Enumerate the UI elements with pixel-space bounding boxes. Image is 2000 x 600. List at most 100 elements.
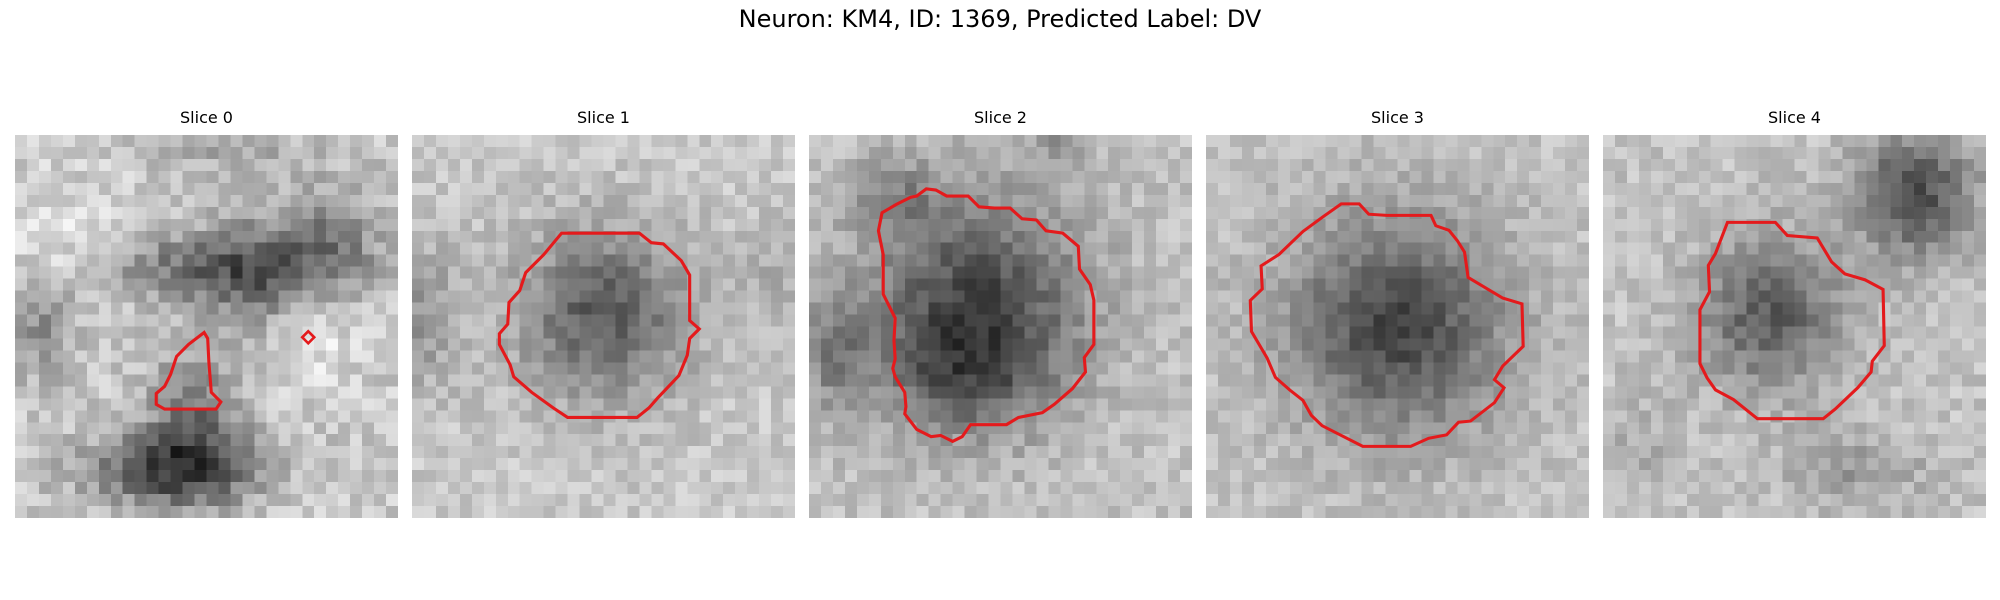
image-pixel	[519, 302, 532, 315]
image-pixel	[699, 386, 712, 399]
image-pixel	[675, 242, 688, 255]
image-pixel	[699, 314, 712, 327]
image-pixel	[1746, 278, 1759, 291]
image-pixel	[1722, 254, 1735, 267]
image-pixel	[820, 362, 834, 375]
image-pixel	[495, 182, 508, 196]
image-pixel	[1914, 206, 1927, 220]
image-pixel	[735, 135, 748, 148]
image-pixel	[1060, 290, 1073, 303]
image-pixel	[1132, 135, 1145, 148]
image-pixel	[386, 326, 398, 339]
image-pixel	[1782, 170, 1795, 184]
image-pixel	[386, 338, 398, 351]
image-pixel	[1156, 482, 1169, 495]
image-pixel	[1253, 242, 1267, 255]
image-pixel	[1108, 194, 1121, 208]
image-pixel	[1012, 338, 1025, 351]
image-pixel	[50, 290, 64, 303]
image-pixel	[1385, 398, 1398, 411]
image-pixel	[988, 362, 1001, 375]
image-pixel	[290, 278, 303, 291]
image-pixel	[1553, 170, 1566, 184]
image-pixel	[290, 434, 303, 447]
image-pixel	[278, 458, 291, 471]
image-pixel	[374, 230, 387, 243]
image-pixel	[134, 482, 147, 495]
slice-image-1	[412, 135, 795, 518]
image-pixel	[1770, 158, 1783, 172]
image-pixel	[1650, 338, 1664, 351]
image-pixel	[735, 218, 748, 231]
image-pixel	[1638, 434, 1652, 447]
image-pixel	[1710, 266, 1723, 279]
image-pixel	[218, 135, 231, 148]
image-pixel	[1902, 146, 1915, 160]
image-pixel	[134, 470, 147, 483]
image-pixel	[1926, 218, 1939, 231]
image-pixel	[1890, 242, 1903, 255]
image-pixel	[856, 218, 870, 231]
image-pixel	[603, 218, 616, 231]
image-pixel	[567, 218, 580, 231]
image-pixel	[122, 242, 135, 255]
image-pixel	[771, 338, 784, 351]
image-pixel	[1710, 362, 1723, 375]
image-pixel	[735, 470, 748, 483]
image-pixel	[1854, 398, 1867, 411]
image-pixel	[1938, 266, 1951, 279]
image-pixel	[1626, 218, 1640, 231]
image-pixel	[447, 410, 461, 423]
image-pixel	[711, 326, 724, 339]
image-pixel	[856, 266, 870, 279]
image-pixel	[1241, 266, 1255, 279]
image-pixel	[26, 218, 40, 231]
image-pixel	[1409, 506, 1422, 518]
image-pixel	[170, 386, 183, 399]
image-pixel	[1950, 230, 1963, 243]
image-pixel	[1626, 434, 1640, 447]
image-pixel	[1313, 338, 1326, 351]
image-pixel	[567, 302, 580, 315]
image-pixel	[783, 350, 795, 363]
image-pixel	[1493, 326, 1506, 339]
image-pixel	[350, 458, 363, 471]
image-pixel	[1794, 242, 1807, 255]
image-pixel	[699, 362, 712, 375]
image-pixel	[483, 135, 497, 148]
image-pixel	[1108, 482, 1121, 495]
image-pixel	[1217, 326, 1231, 339]
image-pixel	[122, 230, 135, 243]
image-pixel	[735, 506, 748, 518]
image-pixel	[170, 326, 183, 339]
image-pixel	[844, 458, 858, 471]
image-pixel	[771, 290, 784, 303]
image-pixel	[1385, 470, 1398, 483]
image-pixel	[1914, 386, 1927, 399]
image-pixel	[459, 266, 473, 279]
image-pixel	[314, 338, 327, 351]
image-pixel	[1614, 206, 1628, 220]
image-pixel	[1818, 446, 1831, 459]
image-pixel	[1277, 338, 1291, 351]
image-pixel	[302, 135, 315, 148]
image-pixel	[1325, 398, 1338, 411]
image-pixel	[1794, 278, 1807, 291]
image-pixel	[1926, 326, 1939, 339]
image-pixel	[988, 338, 1001, 351]
image-pixel	[1469, 350, 1482, 363]
image-pixel	[1541, 146, 1554, 160]
image-pixel	[507, 350, 520, 363]
image-pixel	[146, 458, 159, 471]
image-pixel	[844, 326, 858, 339]
image-pixel	[1349, 362, 1362, 375]
image-pixel	[1361, 314, 1374, 327]
image-pixel	[1397, 206, 1410, 220]
image-pixel	[338, 326, 351, 339]
image-pixel	[254, 386, 267, 399]
image-pixel	[1770, 206, 1783, 220]
image-pixel	[579, 182, 592, 196]
image-pixel	[98, 374, 111, 387]
image-pixel	[447, 386, 461, 399]
image-pixel	[86, 242, 100, 255]
